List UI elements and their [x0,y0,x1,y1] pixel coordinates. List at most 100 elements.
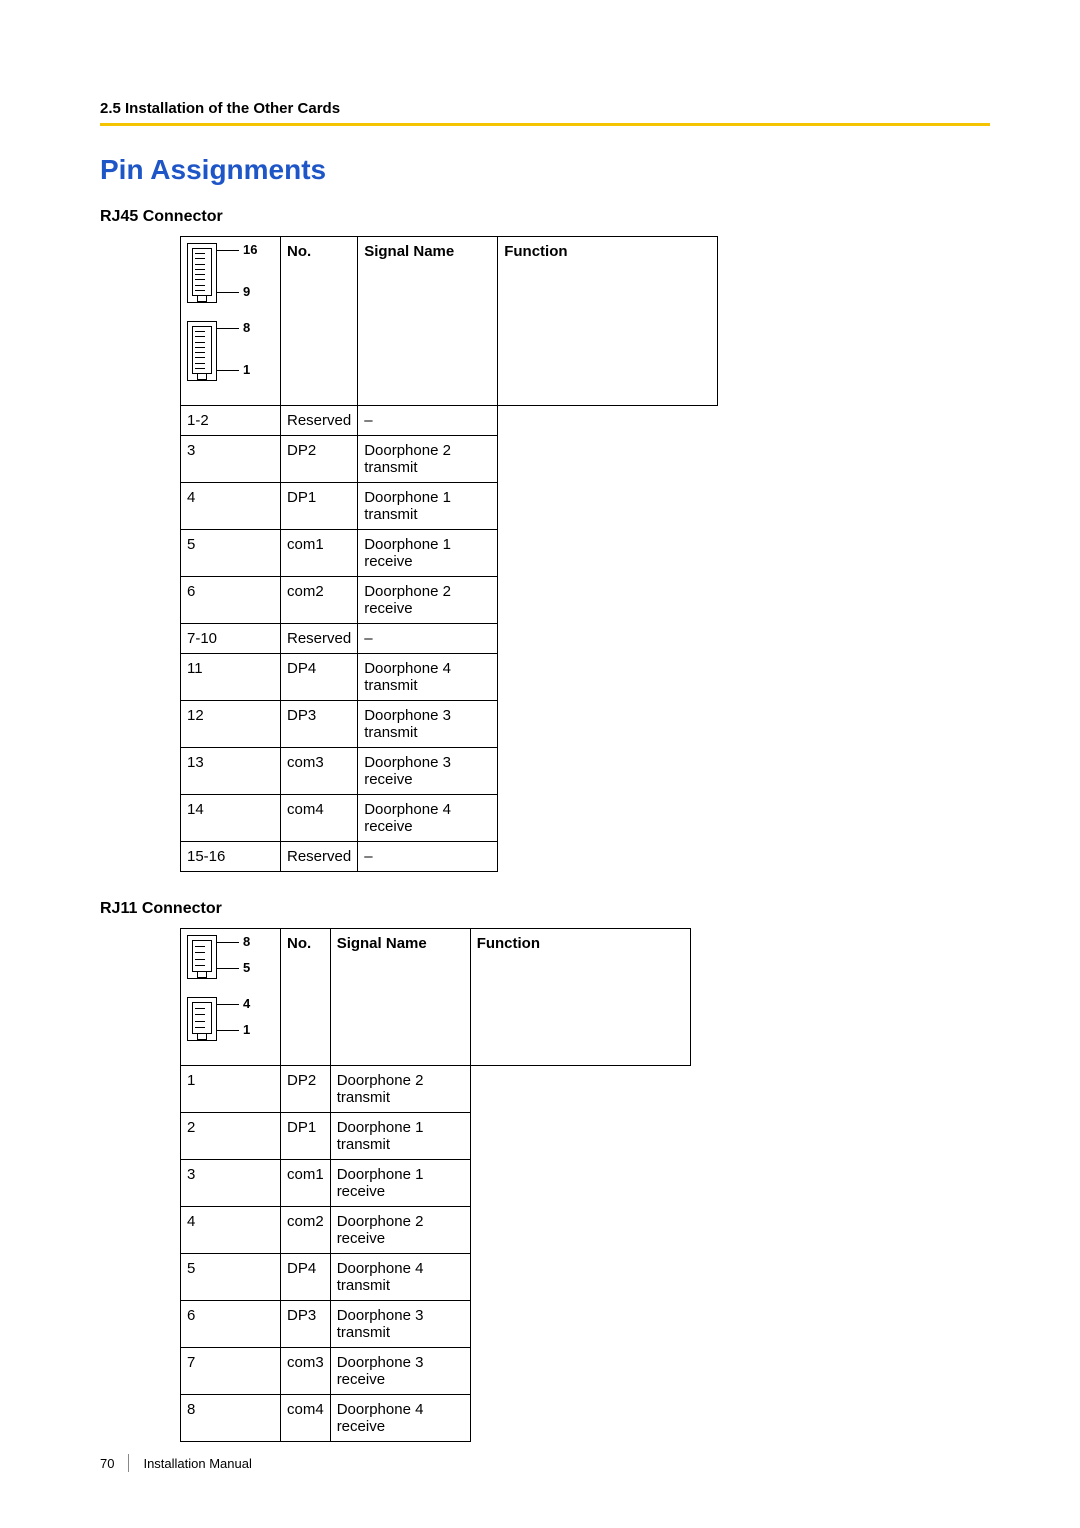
cell-signal: DP4 [281,654,358,701]
rj11-diagram-cell: 8 5 4 1 [181,929,281,1066]
cell-no: 11 [181,654,281,701]
table-row: 5DP4Doorphone 4 transmit [181,1254,691,1301]
cell-no: 7-10 [181,624,281,654]
cell-signal: DP3 [281,701,358,748]
cell-signal: DP1 [281,1113,331,1160]
table-row: 8com4Doorphone 4 receive [181,1395,691,1442]
pin-label: 1 [243,1022,250,1037]
cell-signal: com2 [281,577,358,624]
table-row: 3DP2Doorphone 2 transmit [181,436,718,483]
table-row: 7com3Doorphone 3 receive [181,1348,691,1395]
cell-no: 1 [181,1066,281,1113]
cell-function: Doorphone 4 receive [358,795,498,842]
cell-no: 13 [181,748,281,795]
rj45-table: 16981 No. Signal Name Function 1-2Reserv… [180,236,718,872]
table-row: 14com4Doorphone 4 receive [181,795,718,842]
rj11-connector-diagram: 8541 [187,935,217,1059]
cell-no: 4 [181,483,281,530]
table-header-row: 16 9 8 1 No. Signal Name Function [181,237,718,406]
cell-no: 15-16 [181,842,281,872]
cell-function: Doorphone 3 receive [358,748,498,795]
cell-function: – [358,842,498,872]
rj45-connector-diagram: 16981 [187,243,217,399]
col-no: No. [281,237,358,406]
col-no: No. [281,929,331,1066]
cell-no: 6 [181,577,281,624]
cell-signal: DP2 [281,1066,331,1113]
pin-label: 16 [243,242,257,257]
cell-no: 7 [181,1348,281,1395]
page-number: 70 [100,1456,114,1471]
cell-signal: DP2 [281,436,358,483]
table-row: 6com2Doorphone 2 receive [181,577,718,624]
pin-label: 8 [243,934,250,949]
cell-no: 4 [181,1207,281,1254]
accent-rule [100,123,990,126]
cell-function: Doorphone 2 receive [358,577,498,624]
cell-no: 3 [181,436,281,483]
table-row: 13com3Doorphone 3 receive [181,748,718,795]
cell-no: 5 [181,1254,281,1301]
pin-label: 1 [243,362,250,377]
cell-function: Doorphone 2 receive [330,1207,470,1254]
cell-no: 12 [181,701,281,748]
section-header: 2.5 Installation of the Other Cards [100,100,990,117]
table-row: 4com2Doorphone 2 receive [181,1207,691,1254]
pin-label: 9 [243,284,250,299]
footer-title: Installation Manual [143,1456,251,1471]
cell-no: 8 [181,1395,281,1442]
cell-no: 3 [181,1160,281,1207]
table-row: 4DP1Doorphone 1 transmit [181,483,718,530]
cell-signal: com4 [281,1395,331,1442]
pin-label: 4 [243,996,250,1011]
table-row: 11DP4Doorphone 4 transmit [181,654,718,701]
page-title: Pin Assignments [100,154,990,186]
col-function: Function [470,929,690,1066]
cell-signal: com4 [281,795,358,842]
rj45-diagram-cell: 16 9 8 1 [181,237,281,406]
cell-function: Doorphone 3 transmit [358,701,498,748]
cell-function: Doorphone 1 transmit [330,1113,470,1160]
cell-function: Doorphone 3 transmit [330,1301,470,1348]
cell-function: Doorphone 2 transmit [358,436,498,483]
table-row: 7-10Reserved– [181,624,718,654]
cell-signal: com1 [281,1160,331,1207]
table-row: 12DP3Doorphone 3 transmit [181,701,718,748]
col-signal: Signal Name [358,237,498,406]
cell-signal: com2 [281,1207,331,1254]
pin-label: 8 [243,320,250,335]
cell-signal: com3 [281,748,358,795]
cell-function: Doorphone 3 receive [330,1348,470,1395]
table-row: 6DP3Doorphone 3 transmit [181,1301,691,1348]
cell-signal: DP4 [281,1254,331,1301]
cell-function: Doorphone 4 receive [330,1395,470,1442]
table-row: 1DP2Doorphone 2 transmit [181,1066,691,1113]
cell-signal: com3 [281,1348,331,1395]
rj11-heading: RJ11 Connector [100,900,990,918]
cell-signal: com1 [281,530,358,577]
cell-signal: DP3 [281,1301,331,1348]
cell-no: 1-2 [181,406,281,436]
cell-signal: DP1 [281,483,358,530]
col-function: Function [498,237,718,406]
cell-no: 6 [181,1301,281,1348]
cell-function: Doorphone 1 receive [330,1160,470,1207]
page-footer: 70 Installation Manual [100,1454,252,1472]
rj45-heading: RJ45 Connector [100,208,990,226]
table-row: 5com1Doorphone 1 receive [181,530,718,577]
cell-function: Doorphone 4 transmit [330,1254,470,1301]
cell-signal: Reserved [281,624,358,654]
pin-label: 5 [243,960,250,975]
table-row: 3com1Doorphone 1 receive [181,1160,691,1207]
cell-function: Doorphone 1 receive [358,530,498,577]
rj11-table: 8541 No. Signal Name Function 1DP2Doorph… [180,928,691,1442]
table-header-row: 8541 No. Signal Name Function [181,929,691,1066]
table-row: 1-2Reserved– [181,406,718,436]
footer-divider [128,1454,129,1472]
table-row: 2DP1Doorphone 1 transmit [181,1113,691,1160]
cell-signal: Reserved [281,842,358,872]
table-row: 15-16Reserved– [181,842,718,872]
cell-function: – [358,406,498,436]
cell-no: 2 [181,1113,281,1160]
cell-function: Doorphone 1 transmit [358,483,498,530]
